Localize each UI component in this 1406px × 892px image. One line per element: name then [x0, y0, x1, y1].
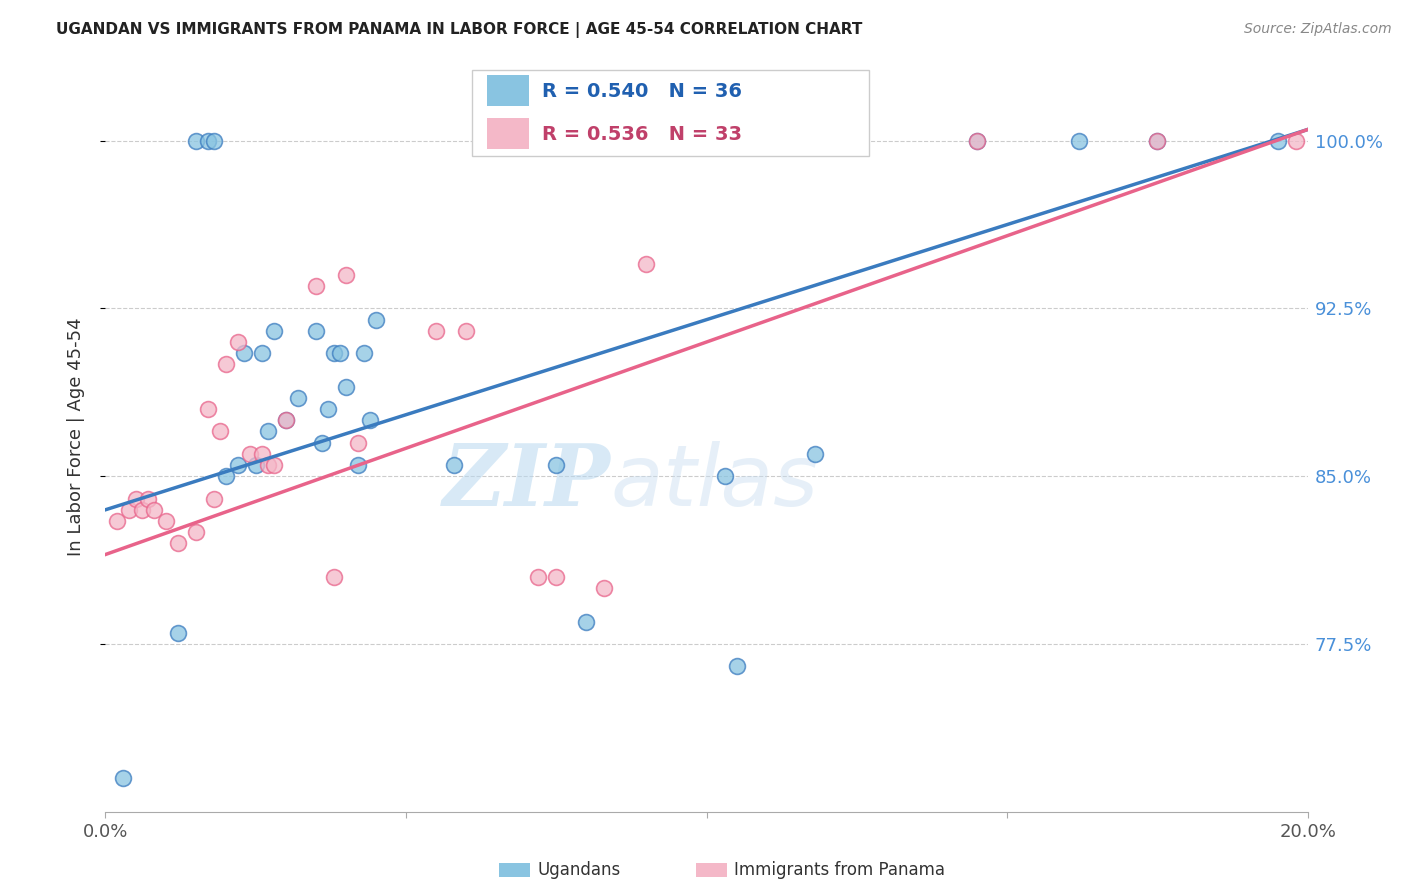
- Point: [226, 458, 249, 472]
- Point: [546, 458, 568, 472]
- FancyBboxPatch shape: [486, 119, 529, 149]
- Point: [166, 536, 188, 550]
- Point: [425, 324, 447, 338]
- Text: R = 0.536   N = 33: R = 0.536 N = 33: [541, 125, 742, 145]
- Point: [214, 469, 236, 483]
- Y-axis label: In Labor Force | Age 45-54: In Labor Force | Age 45-54: [66, 318, 84, 557]
- Point: [197, 134, 219, 148]
- Text: R = 0.540   N = 36: R = 0.540 N = 36: [541, 82, 742, 101]
- Point: [184, 134, 207, 148]
- Point: [725, 659, 748, 673]
- Point: [263, 324, 285, 338]
- Point: [112, 771, 135, 785]
- Point: [353, 346, 375, 360]
- Point: [713, 469, 735, 483]
- Point: [364, 312, 387, 326]
- Point: [131, 502, 153, 516]
- Point: [335, 380, 357, 394]
- Point: [1284, 134, 1306, 148]
- Point: [359, 413, 381, 427]
- Point: [256, 425, 278, 439]
- Text: Ugandans: Ugandans: [537, 861, 620, 879]
- FancyBboxPatch shape: [472, 70, 869, 156]
- Point: [443, 458, 465, 472]
- Point: [202, 134, 225, 148]
- FancyBboxPatch shape: [486, 75, 529, 105]
- Point: [197, 402, 219, 417]
- Point: [305, 324, 328, 338]
- Point: [347, 435, 370, 450]
- Point: [311, 435, 333, 450]
- Point: [305, 279, 328, 293]
- Text: ZIP: ZIP: [443, 441, 610, 524]
- Point: [124, 491, 146, 506]
- Point: [274, 413, 297, 427]
- Point: [166, 625, 188, 640]
- Point: [142, 502, 165, 516]
- Text: Source: ZipAtlas.com: Source: ZipAtlas.com: [1244, 22, 1392, 37]
- Point: [335, 268, 357, 282]
- Point: [456, 324, 478, 338]
- Point: [256, 458, 278, 472]
- Text: Immigrants from Panama: Immigrants from Panama: [734, 861, 945, 879]
- Point: [322, 346, 344, 360]
- Point: [1069, 134, 1091, 148]
- Point: [250, 346, 273, 360]
- Point: [245, 458, 267, 472]
- Point: [966, 134, 988, 148]
- Point: [208, 425, 231, 439]
- Point: [250, 447, 273, 461]
- Point: [118, 502, 141, 516]
- Text: UGANDAN VS IMMIGRANTS FROM PANAMA IN LABOR FORCE | AGE 45-54 CORRELATION CHART: UGANDAN VS IMMIGRANTS FROM PANAMA IN LAB…: [56, 22, 863, 38]
- Point: [803, 447, 825, 461]
- Point: [184, 525, 207, 540]
- Point: [107, 514, 129, 528]
- Point: [274, 413, 297, 427]
- Point: [214, 358, 236, 372]
- Point: [202, 491, 225, 506]
- Point: [322, 570, 344, 584]
- Point: [287, 391, 309, 405]
- Point: [1146, 134, 1168, 148]
- Text: atlas: atlas: [610, 441, 818, 524]
- Point: [1267, 134, 1289, 148]
- Point: [636, 257, 658, 271]
- Point: [546, 570, 568, 584]
- Point: [1146, 134, 1168, 148]
- Point: [263, 458, 285, 472]
- Point: [575, 615, 598, 629]
- Point: [329, 346, 352, 360]
- Point: [232, 346, 254, 360]
- Point: [347, 458, 370, 472]
- Point: [316, 402, 339, 417]
- Point: [136, 491, 159, 506]
- Point: [155, 514, 177, 528]
- Point: [593, 581, 616, 595]
- Point: [527, 570, 550, 584]
- Point: [966, 134, 988, 148]
- Point: [815, 134, 838, 148]
- Point: [239, 447, 262, 461]
- Point: [226, 334, 249, 349]
